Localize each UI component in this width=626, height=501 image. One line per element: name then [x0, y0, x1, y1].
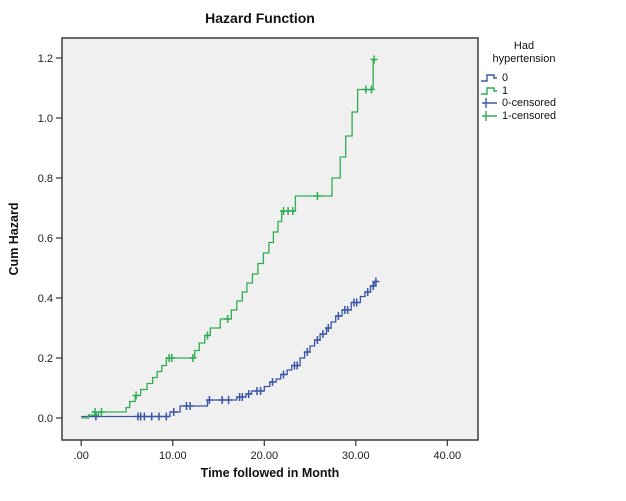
legend-item-0: 0: [481, 72, 621, 85]
plot-background: [62, 38, 478, 440]
legend: Had hypertension 0 1 0-censored 1-censored: [481, 40, 621, 122]
plot-frame: [61, 37, 479, 441]
x-tick-label: .00: [74, 450, 89, 462]
censored-marks-1: [91, 55, 378, 416]
y-tick-label: 0.2: [38, 353, 53, 365]
legend-item-0-censored: 0-censored: [481, 97, 621, 110]
legend-item-1: 1: [481, 85, 621, 98]
legend-symbol-path: [481, 87, 497, 95]
x-tick-label: 40.00: [434, 450, 462, 462]
legend-item-label: 1-censored: [502, 109, 557, 122]
y-tick-label: 0.0: [38, 413, 53, 425]
legend-item-label: 0-censored: [502, 97, 557, 110]
chart-title: Hazard Function: [205, 10, 315, 26]
step-line-icon: [481, 74, 497, 82]
y-tick-label: 0.6: [38, 233, 53, 245]
y-tick-label: 0.4: [38, 293, 53, 305]
x-tick-label: 30.00: [342, 450, 370, 462]
y-tick-label: 1.0: [38, 113, 53, 125]
legend-title-line: hypertension: [492, 53, 556, 65]
x-tick-label: 10.00: [159, 450, 187, 462]
y-tick-label: 1.2: [38, 53, 53, 65]
y-tick-label: 0.8: [38, 173, 53, 185]
censored-plus-icon: [482, 98, 497, 109]
legend-symbol-path: [482, 110, 497, 121]
x-tick-label: 20.00: [251, 450, 279, 462]
legend-item-label: 0: [502, 72, 509, 85]
censored-marks-0: [92, 277, 380, 421]
legend-title-line: Had: [513, 40, 535, 52]
legend-title: Had hypertension: [481, 40, 567, 66]
series-line-1: [81, 58, 376, 419]
legend-symbol-path: [482, 98, 497, 109]
censored-plus-icon: [482, 110, 497, 121]
step-line-icon: [481, 87, 497, 95]
legend-symbol-path: [481, 74, 497, 82]
legend-item-label: 1: [502, 84, 509, 97]
legend-item-1-censored: 1-censored: [481, 110, 621, 123]
x-axis-label: Time followed in Month: [200, 466, 340, 480]
